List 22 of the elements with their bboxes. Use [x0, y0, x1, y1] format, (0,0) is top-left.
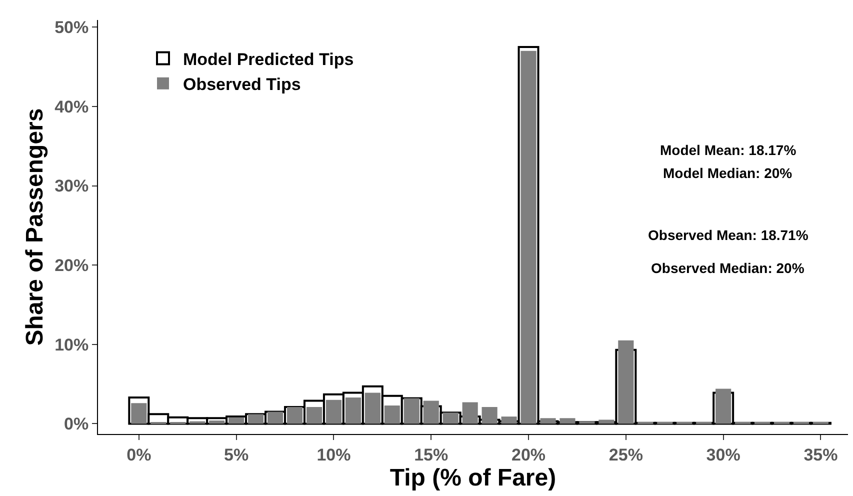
y-tick-label: 40%: [54, 97, 89, 116]
annotation: Model Mean: 18.17%: [660, 142, 797, 158]
annotation: Observed Mean: 18.71%: [648, 227, 809, 243]
legend-label: Observed Tips: [183, 74, 301, 94]
y-tick-label: 0%: [64, 414, 89, 434]
x-tick-label: 15%: [414, 445, 448, 464]
y-tick-label: 50%: [54, 18, 89, 38]
legend-label: Model Predicted Tips: [183, 50, 354, 69]
x-tick-label: 5%: [224, 445, 249, 464]
y-tick-label: 20%: [54, 256, 89, 276]
x-tick-label: 35%: [804, 445, 838, 464]
x-axis-title: Tip (% of Fare): [390, 464, 556, 492]
x-tick-label: 0%: [126, 445, 152, 464]
x-tick-label: 10%: [316, 445, 351, 464]
x-tick-label: 25%: [608, 445, 643, 464]
x-tick-label: 30%: [706, 445, 740, 464]
annotation: Model Median: 20%: [663, 165, 793, 181]
y-tick-label: 30%: [54, 176, 89, 196]
y-axis-title: Share of Passengers: [22, 108, 49, 346]
x-tick-label: 20%: [512, 445, 546, 464]
y-tick-label: 10%: [54, 335, 89, 354]
annotation: Observed Median: 20%: [651, 260, 805, 276]
